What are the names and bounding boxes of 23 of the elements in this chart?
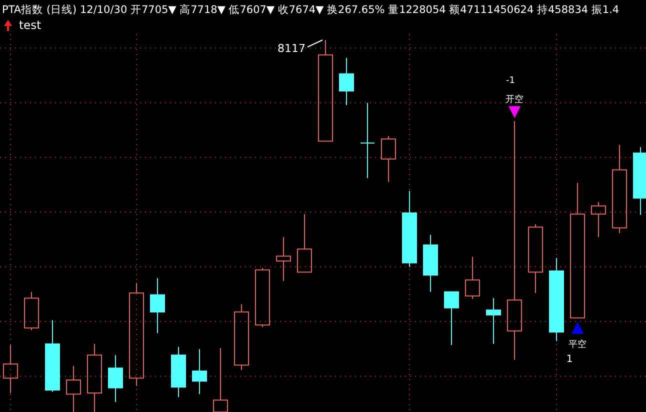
candlestick	[549, 257, 564, 342]
candlestick	[234, 304, 249, 370]
chart-title: PTA指数 (日线) 12/10/30 开7705▼ 高7718▼ 低7607▼ 收7674▼ 换267.65% 量1228054 额47111450624 持458834 振1.4	[2, 3, 620, 16]
annotation: 平空	[568, 338, 586, 350]
candlestick	[129, 282, 144, 386]
candlestick	[192, 348, 207, 395]
candlestick	[108, 354, 123, 402]
candlestick	[507, 120, 522, 360]
candlestick	[87, 343, 102, 412]
candlestick	[339, 57, 354, 106]
annotation: 1	[566, 354, 573, 365]
candlestick	[360, 102, 375, 179]
candlestick	[171, 346, 186, 398]
chart-subtitle: test	[19, 18, 42, 32]
candlestick	[486, 298, 501, 344]
annotation: -1	[506, 76, 515, 86]
candlestick	[66, 365, 81, 412]
candlestick	[150, 278, 165, 334]
candlestick	[423, 234, 438, 292]
candlestick	[276, 236, 291, 282]
annotation: 8117	[278, 42, 306, 55]
annotation: 开空	[506, 94, 524, 106]
candlestick	[3, 344, 18, 394]
